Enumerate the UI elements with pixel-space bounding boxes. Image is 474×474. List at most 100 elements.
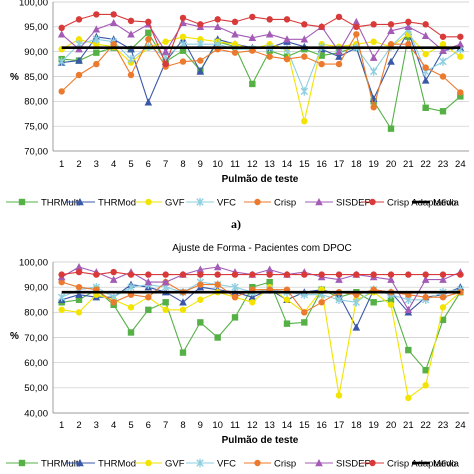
chart-b-point — [179, 306, 187, 314]
chart-b-ytick-label: 50,00 — [24, 383, 48, 394]
chart-b-point — [75, 283, 83, 291]
chart-a-point — [93, 49, 100, 56]
chart-a-ylabel: % — [10, 72, 19, 83]
chart-a-point — [231, 30, 239, 38]
chart-a-point — [335, 13, 343, 21]
chart-b-point — [162, 306, 169, 314]
chart-b-point — [231, 294, 239, 301]
chart-a-ytick-label: 80,00 — [24, 97, 48, 108]
chart-a-point — [404, 22, 413, 31]
chart-a-point — [57, 30, 66, 38]
chart-b-xtick-label: 18 — [351, 420, 362, 431]
chart-a-point — [318, 52, 325, 59]
chart-a-legend-item: SISDEP — [305, 197, 371, 208]
chart-b-ytick-label: 60,00 — [24, 358, 48, 369]
chart-b-point — [214, 281, 221, 288]
chart-a-point — [197, 57, 204, 64]
chart-a-point — [369, 53, 378, 61]
chart-b-series-6 — [58, 268, 464, 278]
chart-b-xtick-label: 10 — [212, 420, 223, 431]
chart-b-point — [457, 289, 464, 296]
chart-a-point — [214, 16, 221, 23]
chart-a-ytick-label: 70,00 — [24, 146, 48, 157]
chart-a-point — [422, 104, 429, 111]
chart-b-legend-marker — [145, 459, 152, 467]
chart-b-xtick-label: 6 — [146, 420, 151, 431]
chart-a-legend-label: SISDEP — [336, 197, 371, 208]
chart-b-point — [231, 271, 239, 278]
chart-b-point — [352, 323, 361, 331]
chart-b-point — [197, 271, 204, 278]
chart-b-xtick-label: 23 — [438, 420, 449, 431]
chart-a-legend-item: VFC — [186, 197, 236, 208]
chart-a-point — [457, 89, 464, 96]
chart-a-xtick-label: 1 — [59, 159, 64, 170]
chart-b-point — [439, 294, 447, 301]
chart-a-point — [387, 26, 395, 35]
chart-b-legend-marker — [196, 458, 204, 468]
chart-a-legend-label: THRMod — [98, 197, 136, 208]
chart-b-point — [318, 299, 325, 306]
chart-a-point — [145, 18, 152, 26]
chart-b-point — [179, 271, 187, 278]
chart-b-series-line — [61, 281, 461, 371]
chart-a-xtick-label: 16 — [316, 159, 327, 170]
chart-b-point — [266, 278, 273, 286]
chart-b-point — [422, 271, 429, 278]
chart-b-point — [127, 304, 135, 311]
chart-a-point — [110, 41, 117, 48]
chart-b-point — [127, 329, 135, 336]
chart-b-point — [145, 271, 152, 278]
chart-a-point — [58, 24, 65, 32]
chart-a-point — [249, 47, 256, 54]
chart-b-point — [231, 282, 239, 292]
chart-b-xtick-label: 19 — [368, 420, 379, 431]
chart-a-point — [457, 33, 464, 40]
chart-b-point — [162, 271, 169, 278]
chart-a-point — [439, 41, 447, 48]
chart-b-point — [110, 268, 117, 276]
chart-a-series-line — [61, 21, 461, 59]
chart-b-xtick-label: 13 — [264, 420, 275, 431]
chart-a-point — [249, 13, 256, 21]
chart-b-ytick-label: 100,00 — [19, 257, 48, 268]
chart-b-legend-label: SISDEP — [336, 458, 371, 469]
chart-a-xtick-label: 10 — [212, 159, 223, 170]
chart-a-point — [231, 41, 239, 48]
chart-b-xtick-label: 9 — [198, 420, 203, 431]
chart-b-point — [197, 296, 204, 303]
chart-a-point — [387, 125, 395, 132]
chart-b-point — [335, 275, 343, 283]
chart-b-xtick-label: 4 — [111, 420, 116, 431]
chart-b-point — [405, 271, 412, 278]
chart-a-point — [75, 16, 83, 23]
chart-b-point — [283, 296, 291, 303]
chart-a-legend-marker — [369, 198, 376, 206]
chart-a-point — [75, 56, 83, 64]
chart-a-point — [93, 11, 100, 18]
chart-b-point — [405, 394, 412, 402]
chart-b-legend-label: VFC — [217, 458, 236, 469]
chart-a-xtick-label: 19 — [368, 159, 379, 170]
chart-a-point — [179, 14, 187, 22]
chart-b-xtick-label: 7 — [163, 420, 168, 431]
chart-a-series-0 — [58, 29, 464, 132]
chart-b-point — [179, 349, 187, 356]
chart-a-point — [93, 60, 100, 68]
chart-b-xtick-label: 12 — [247, 420, 258, 431]
chart-a-xtick-label: 21 — [403, 159, 414, 170]
chart-a-point — [422, 50, 429, 58]
chart-b-point — [387, 296, 395, 303]
chart-b-point — [127, 282, 135, 292]
chart-b-point — [75, 309, 83, 316]
chart-a-xtick-label: 20 — [386, 159, 397, 170]
chart-a-point — [127, 54, 135, 64]
chart-b-point — [370, 299, 377, 306]
chart-a-point — [421, 76, 430, 84]
chart-b-point — [283, 320, 291, 327]
chart-a-xtick-label: 13 — [264, 159, 275, 170]
chart-a-point — [457, 93, 464, 100]
chart-a-point — [335, 47, 343, 55]
chart-b-point — [457, 271, 464, 278]
chart-b-point — [439, 304, 447, 311]
